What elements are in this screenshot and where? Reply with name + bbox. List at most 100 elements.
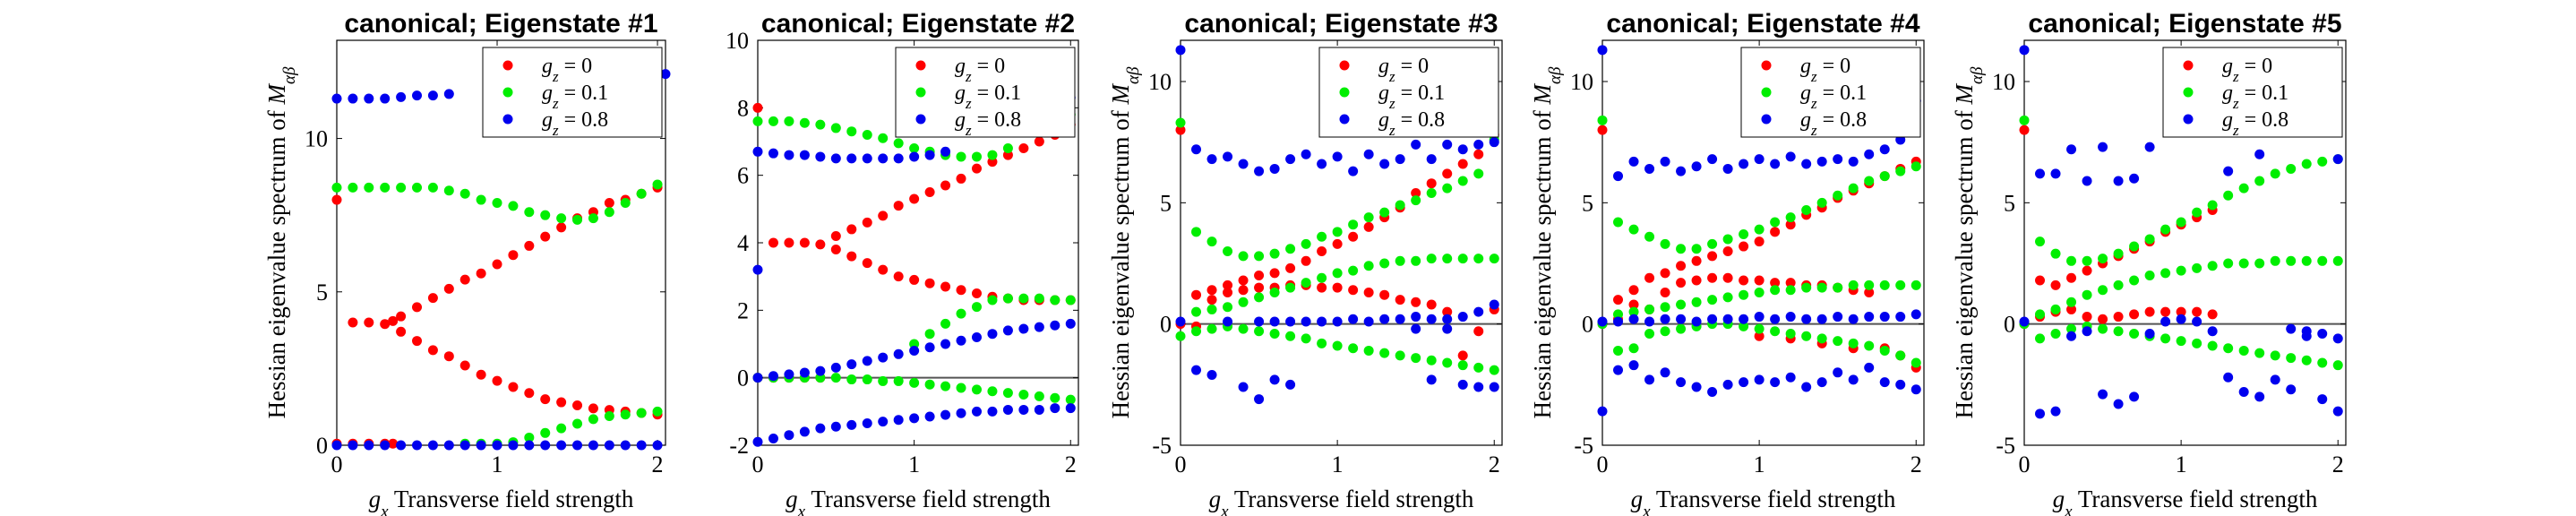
data-point [1238,297,1249,307]
data-point [1613,295,1624,305]
data-point [971,406,982,417]
x-tick-label: 0 [1175,452,1187,477]
data-point [2207,200,2218,211]
data-point [1676,278,1687,288]
data-point [331,440,342,451]
data-point [1770,377,1781,388]
data-point [1395,295,1405,305]
y-tick-label: -5 [1996,433,2015,459]
data-point [1864,312,1875,322]
data-point [1065,403,1076,414]
data-point [1301,333,1311,344]
data-point [1739,377,1749,388]
data-point [588,403,598,414]
data-point [2332,360,2343,371]
data-point [878,417,889,427]
data-point [1722,272,1733,283]
data-point [1691,297,1702,307]
data-point [1613,365,1624,375]
data-point [1285,316,1296,327]
data-point [2286,353,2297,364]
legend-marker [502,60,513,71]
legend-label: gz = 0.1 [542,82,608,112]
y-axis-label: Hessian eigenvalue spectrum of Mαβ [1951,66,1987,418]
data-point [412,440,423,451]
data-point [1317,159,1327,169]
data-point [1833,312,1843,322]
data-point [971,331,982,342]
data-point [1348,219,1359,230]
data-point [1676,323,1687,334]
data-point [1285,244,1296,254]
data-point [1317,231,1327,242]
data-point [1785,212,1796,223]
data-point [909,377,920,388]
data-point [1739,314,1749,324]
data-point [1628,224,1639,235]
data-point [1801,159,1812,169]
data-point [799,150,810,160]
data-point [2332,333,2343,344]
legend-label: gz = 0.8 [955,108,1021,139]
data-point [1722,379,1733,390]
data-point [1411,255,1421,266]
data-point [1676,166,1687,176]
data-point [1254,251,1265,262]
data-point [2082,176,2092,186]
legend: gz = 0gz = 0.1gz = 0.8 [2162,47,2343,139]
x-tick-label: 0 [331,452,343,477]
data-point [2317,394,2328,405]
data-point [2286,384,2297,395]
data-point [620,440,631,451]
data-point [893,415,904,426]
y-tick-label: 2 [737,297,749,323]
legend-marker [2183,60,2194,71]
data-point [1628,299,1639,310]
data-point [540,210,551,220]
data-point [2301,255,2312,266]
data-point [2129,328,2140,339]
legend-marker [502,87,513,98]
data-point [1628,314,1639,324]
data-point [1175,331,1186,341]
x-tick-label: 0 [752,452,764,477]
data-point [1442,168,1453,179]
data-point [1191,144,1202,155]
data-point [2144,271,2155,281]
data-point [784,369,794,380]
data-point [1489,299,1499,310]
data-point [2035,309,2046,320]
data-point [1223,151,1233,162]
data-point [2098,142,2108,152]
data-point [556,222,567,233]
y-tick-label: 5 [2004,190,2015,216]
data-point [2207,326,2218,337]
x-tick-label: 2 [1489,452,1500,477]
data-point [1191,227,1202,237]
data-point [1722,234,1733,245]
data-point [924,329,935,340]
data-point [1770,314,1781,324]
data-point [1660,156,1670,167]
data-point [1457,254,1468,264]
data-point [1754,154,1765,165]
data-point [1489,382,1499,392]
data-point [459,274,470,285]
data-point [1348,285,1359,296]
data-point [1411,312,1421,322]
data-point [878,375,889,386]
data-point [1895,280,1906,290]
legend-marker [1339,87,1350,98]
data-point [1238,251,1249,262]
data-point [1613,316,1624,327]
data-point [1644,272,1655,283]
data-point [1050,295,1060,305]
data-point [1426,254,1437,264]
data-point [1301,149,1311,159]
data-point [1395,255,1405,266]
data-point [1848,374,1859,385]
data-point [1191,326,1202,337]
data-point [815,366,826,376]
data-point [572,440,583,451]
data-point [459,360,470,371]
